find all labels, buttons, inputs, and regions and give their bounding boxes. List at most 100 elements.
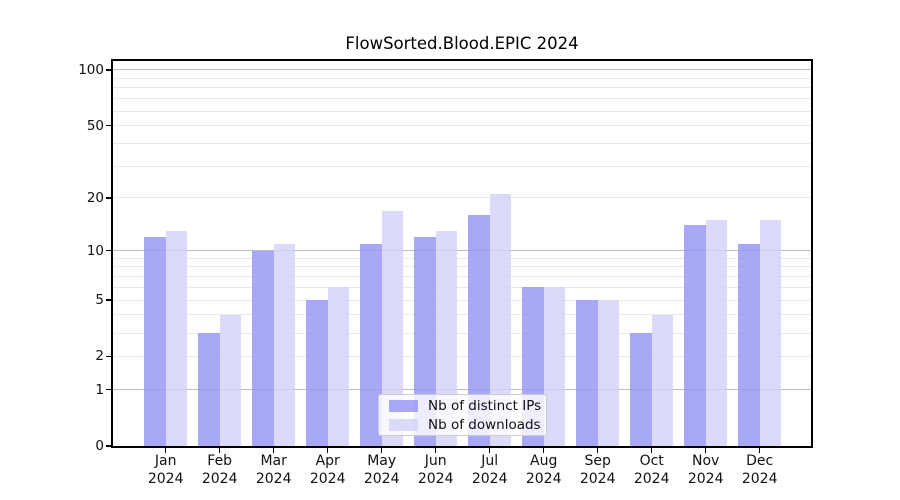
x-tick-mark-may bbox=[380, 448, 383, 453]
year-label: 2024 bbox=[633, 470, 670, 487]
legend-swatch-downloads-icon bbox=[389, 418, 418, 431]
gridline-100 bbox=[113, 69, 811, 71]
bar-jul-downloads bbox=[489, 194, 512, 446]
bar-sep-downloads bbox=[597, 300, 620, 446]
legend-row-distinct-ips: Nb of distinct IPs bbox=[387, 397, 542, 414]
gridline-6 bbox=[113, 286, 811, 288]
y-tick-label-5: 5 bbox=[95, 292, 104, 309]
bar-nov-ips bbox=[684, 225, 706, 446]
gridline-90 bbox=[113, 77, 811, 79]
month-label: Aug bbox=[530, 453, 558, 469]
y-tick-mark-0 bbox=[106, 445, 111, 447]
y-tick-label-50: 50 bbox=[86, 117, 104, 134]
month-label: Jul bbox=[481, 453, 499, 469]
gridline-1 bbox=[113, 389, 811, 391]
bar-feb-ips bbox=[198, 333, 220, 446]
x-tick-mark-jan bbox=[164, 448, 167, 453]
y-tick-label-1: 1 bbox=[95, 381, 104, 398]
x-tick-label-dec: Dec 2024 bbox=[728, 453, 792, 488]
month-label: Apr bbox=[315, 453, 340, 469]
month-label: May bbox=[367, 453, 397, 469]
bar-feb-downloads bbox=[219, 314, 242, 446]
bar-jun-ips bbox=[414, 237, 436, 446]
gridline-8 bbox=[113, 266, 811, 268]
x-tick-label-aug: Aug 2024 bbox=[512, 453, 576, 488]
month-label: Oct bbox=[639, 453, 664, 469]
bar-may-downloads bbox=[381, 210, 404, 446]
gridline-60 bbox=[113, 110, 811, 112]
gridline-40 bbox=[113, 142, 811, 144]
year-label: 2024 bbox=[147, 470, 184, 487]
bar-oct-ips bbox=[630, 333, 652, 446]
bar-sep-ips bbox=[576, 300, 598, 446]
x-tick-mark-sep bbox=[596, 448, 599, 453]
bar-jan-downloads bbox=[165, 231, 188, 446]
bar-dec-downloads bbox=[759, 220, 782, 446]
y-tick-label-2: 2 bbox=[95, 348, 104, 365]
year-label: 2024 bbox=[741, 470, 778, 487]
gridline-5 bbox=[113, 299, 811, 301]
x-tick-mark-feb bbox=[218, 448, 221, 453]
x-tick-mark-apr bbox=[326, 448, 329, 453]
y-tick-label-100: 100 bbox=[78, 61, 104, 78]
gridline-70 bbox=[113, 98, 811, 100]
plot-area: Nb of distinct IPs Nb of downloads bbox=[111, 59, 813, 448]
legend: Nb of distinct IPs Nb of downloads bbox=[378, 394, 547, 436]
gridline-10 bbox=[113, 250, 811, 252]
gridline-7 bbox=[113, 276, 811, 278]
year-label: 2024 bbox=[687, 470, 724, 487]
x-tick-label-oct: Oct 2024 bbox=[620, 453, 684, 488]
y-tick-label-20: 20 bbox=[86, 189, 104, 206]
year-label: 2024 bbox=[255, 470, 292, 487]
bar-may-ips bbox=[360, 243, 382, 446]
bar-mar-ips bbox=[252, 250, 274, 446]
y-tick-mark-1 bbox=[106, 388, 111, 391]
legend-label-downloads: Nb of downloads bbox=[428, 416, 541, 433]
gridlines-layer bbox=[113, 61, 811, 446]
bar-jul-ips bbox=[468, 215, 490, 446]
x-tick-mark-mar bbox=[272, 448, 275, 453]
gridline-3 bbox=[113, 332, 811, 334]
x-tick-label-jan: Jan 2024 bbox=[134, 453, 198, 488]
gridline-30 bbox=[113, 165, 811, 167]
x-tick-label-sep: Sep 2024 bbox=[566, 453, 630, 488]
year-label: 2024 bbox=[201, 470, 238, 487]
year-label: 2024 bbox=[417, 470, 454, 487]
bars-layer bbox=[113, 61, 811, 446]
x-tick-label-apr: Apr 2024 bbox=[296, 453, 360, 488]
y-tick-mark-10 bbox=[106, 249, 111, 252]
x-tick-label-jun: Jun 2024 bbox=[404, 453, 468, 488]
year-label: 2024 bbox=[525, 470, 562, 487]
x-tick-mark-nov bbox=[704, 448, 707, 453]
year-label: 2024 bbox=[471, 470, 508, 487]
x-tick-label-mar: Mar 2024 bbox=[242, 453, 306, 488]
x-tick-label-may: May 2024 bbox=[350, 453, 414, 488]
month-label: Dec bbox=[746, 453, 774, 469]
year-label: 2024 bbox=[309, 470, 346, 487]
gridline-20 bbox=[113, 197, 811, 199]
month-label: Jun bbox=[424, 453, 447, 469]
bar-apr-downloads bbox=[327, 287, 350, 446]
legend-label-distinct-ips: Nb of distinct IPs bbox=[428, 397, 542, 414]
x-tick-label-nov: Nov 2024 bbox=[674, 453, 738, 488]
bar-mar-downloads bbox=[273, 243, 296, 446]
y-tick-mark-100 bbox=[106, 69, 111, 71]
y-tick-mark-20 bbox=[106, 197, 111, 199]
chart-title: FlowSorted.Blood.EPIC 2024 bbox=[345, 34, 579, 53]
x-tick-mark-oct bbox=[650, 448, 653, 453]
x-tick-mark-dec bbox=[758, 448, 761, 453]
y-tick-mark-50 bbox=[106, 124, 111, 127]
y-tick-mark-5 bbox=[106, 299, 111, 301]
x-tick-label-jul: Jul 2024 bbox=[458, 453, 522, 488]
month-label: Jan bbox=[154, 453, 177, 469]
bar-jun-downloads bbox=[435, 231, 458, 446]
legend-row-downloads: Nb of downloads bbox=[387, 416, 541, 433]
x-tick-mark-jun bbox=[434, 448, 437, 453]
bar-oct-downloads bbox=[651, 314, 674, 446]
month-label: Feb bbox=[207, 453, 233, 469]
bar-aug-downloads bbox=[543, 287, 566, 446]
gridline-9 bbox=[113, 257, 811, 259]
bar-nov-downloads bbox=[705, 220, 728, 446]
gridline-4 bbox=[113, 314, 811, 316]
